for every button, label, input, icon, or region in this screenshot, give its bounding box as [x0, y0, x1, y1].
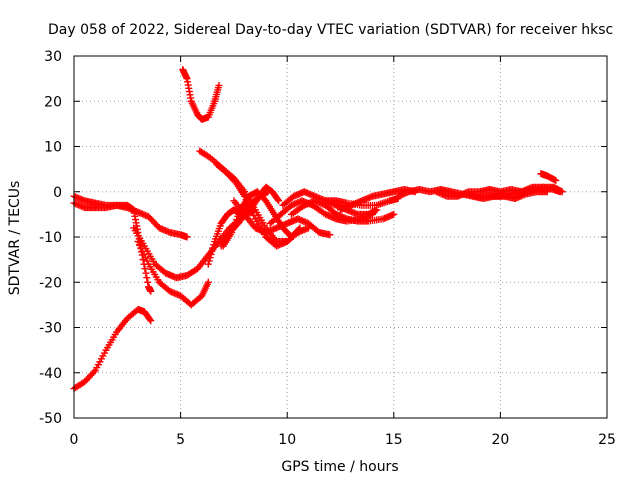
data-point	[242, 196, 250, 204]
data-point	[81, 378, 89, 386]
y-axis-label: SDTVAR / TECUs	[7, 181, 23, 296]
x-tick-label: 25	[598, 432, 616, 448]
series-track-14	[279, 188, 381, 218]
data-point	[390, 210, 398, 218]
series-track-20	[464, 183, 564, 200]
data-point	[147, 317, 155, 325]
x-tick-label: 10	[278, 432, 296, 448]
data-point	[204, 260, 212, 268]
data-point	[244, 199, 252, 207]
series-track-17	[322, 195, 402, 209]
series-track-1	[70, 305, 155, 393]
data-point	[247, 205, 255, 213]
series-track-4	[134, 238, 212, 309]
y-tick-label: 30	[44, 49, 62, 65]
series-track-5	[179, 66, 223, 123]
data-point	[229, 225, 237, 233]
y-tick-label: -20	[39, 275, 62, 291]
data-point	[208, 247, 216, 255]
data-point	[148, 216, 156, 224]
data-point	[205, 257, 213, 265]
data-point	[87, 371, 95, 379]
data-point	[146, 315, 154, 323]
data-point	[248, 208, 256, 216]
data-point	[210, 241, 218, 249]
y-tick-label: -50	[39, 411, 62, 427]
data-point	[85, 373, 93, 381]
data-point	[275, 197, 283, 205]
x-tick-label: 0	[70, 432, 79, 448]
data-point	[84, 375, 92, 383]
axis-ticks: 0 5 10 15 20 25 30 20 10 0 -10 -20 -30 -40 -50	[39, 49, 616, 448]
data-point	[207, 250, 215, 258]
data-point	[215, 81, 223, 89]
data-point	[152, 221, 160, 229]
series-track-21	[537, 170, 560, 184]
data-point	[141, 265, 149, 273]
y-tick-label: 0	[53, 185, 62, 201]
data-point	[230, 222, 238, 230]
series-track-2	[70, 192, 191, 241]
data-point	[142, 269, 150, 277]
x-axis-label: GPS time / hours	[281, 459, 398, 475]
data-point	[250, 212, 258, 220]
data-point	[314, 227, 322, 235]
data-point	[82, 376, 90, 384]
data-points	[70, 66, 566, 393]
data-point	[147, 287, 155, 295]
data-point	[149, 217, 157, 225]
data-point	[144, 278, 152, 286]
series-track-12	[230, 197, 334, 239]
data-point	[143, 257, 151, 265]
data-point	[145, 213, 153, 221]
y-tick-label: 20	[44, 94, 62, 110]
data-point	[228, 228, 236, 236]
x-tick-label: 15	[385, 432, 403, 448]
data-point	[146, 214, 154, 222]
data-point	[183, 233, 191, 241]
data-point	[206, 254, 214, 262]
data-point	[556, 188, 564, 196]
data-point	[151, 219, 159, 227]
data-point	[204, 278, 212, 286]
data-point	[241, 192, 249, 200]
data-point	[88, 370, 96, 378]
y-tick-label: -40	[39, 366, 62, 382]
data-point	[90, 368, 98, 376]
data-point	[552, 176, 560, 184]
data-point	[143, 274, 151, 282]
data-point	[135, 241, 143, 249]
plot-frame	[73, 55, 608, 419]
y-tick-label: -30	[39, 321, 62, 337]
x-tick-label: 20	[491, 432, 509, 448]
grid-lines	[74, 56, 607, 418]
data-point	[231, 219, 239, 227]
data-point	[234, 212, 242, 220]
data-point	[245, 202, 253, 210]
series-track-10	[219, 188, 304, 250]
x-tick-label: 5	[176, 432, 185, 448]
series-track-11	[213, 161, 313, 250]
data-point	[233, 216, 241, 224]
data-point	[326, 231, 334, 239]
data-point	[274, 196, 282, 204]
series-track-15	[287, 197, 398, 225]
data-point	[209, 244, 217, 252]
y-tick-label: 10	[44, 140, 62, 156]
y-tick-label: -10	[39, 230, 62, 246]
chart-title: Day 058 of 2022, Sidereal Day-to-day VTE…	[48, 22, 613, 38]
data-point	[142, 254, 150, 262]
